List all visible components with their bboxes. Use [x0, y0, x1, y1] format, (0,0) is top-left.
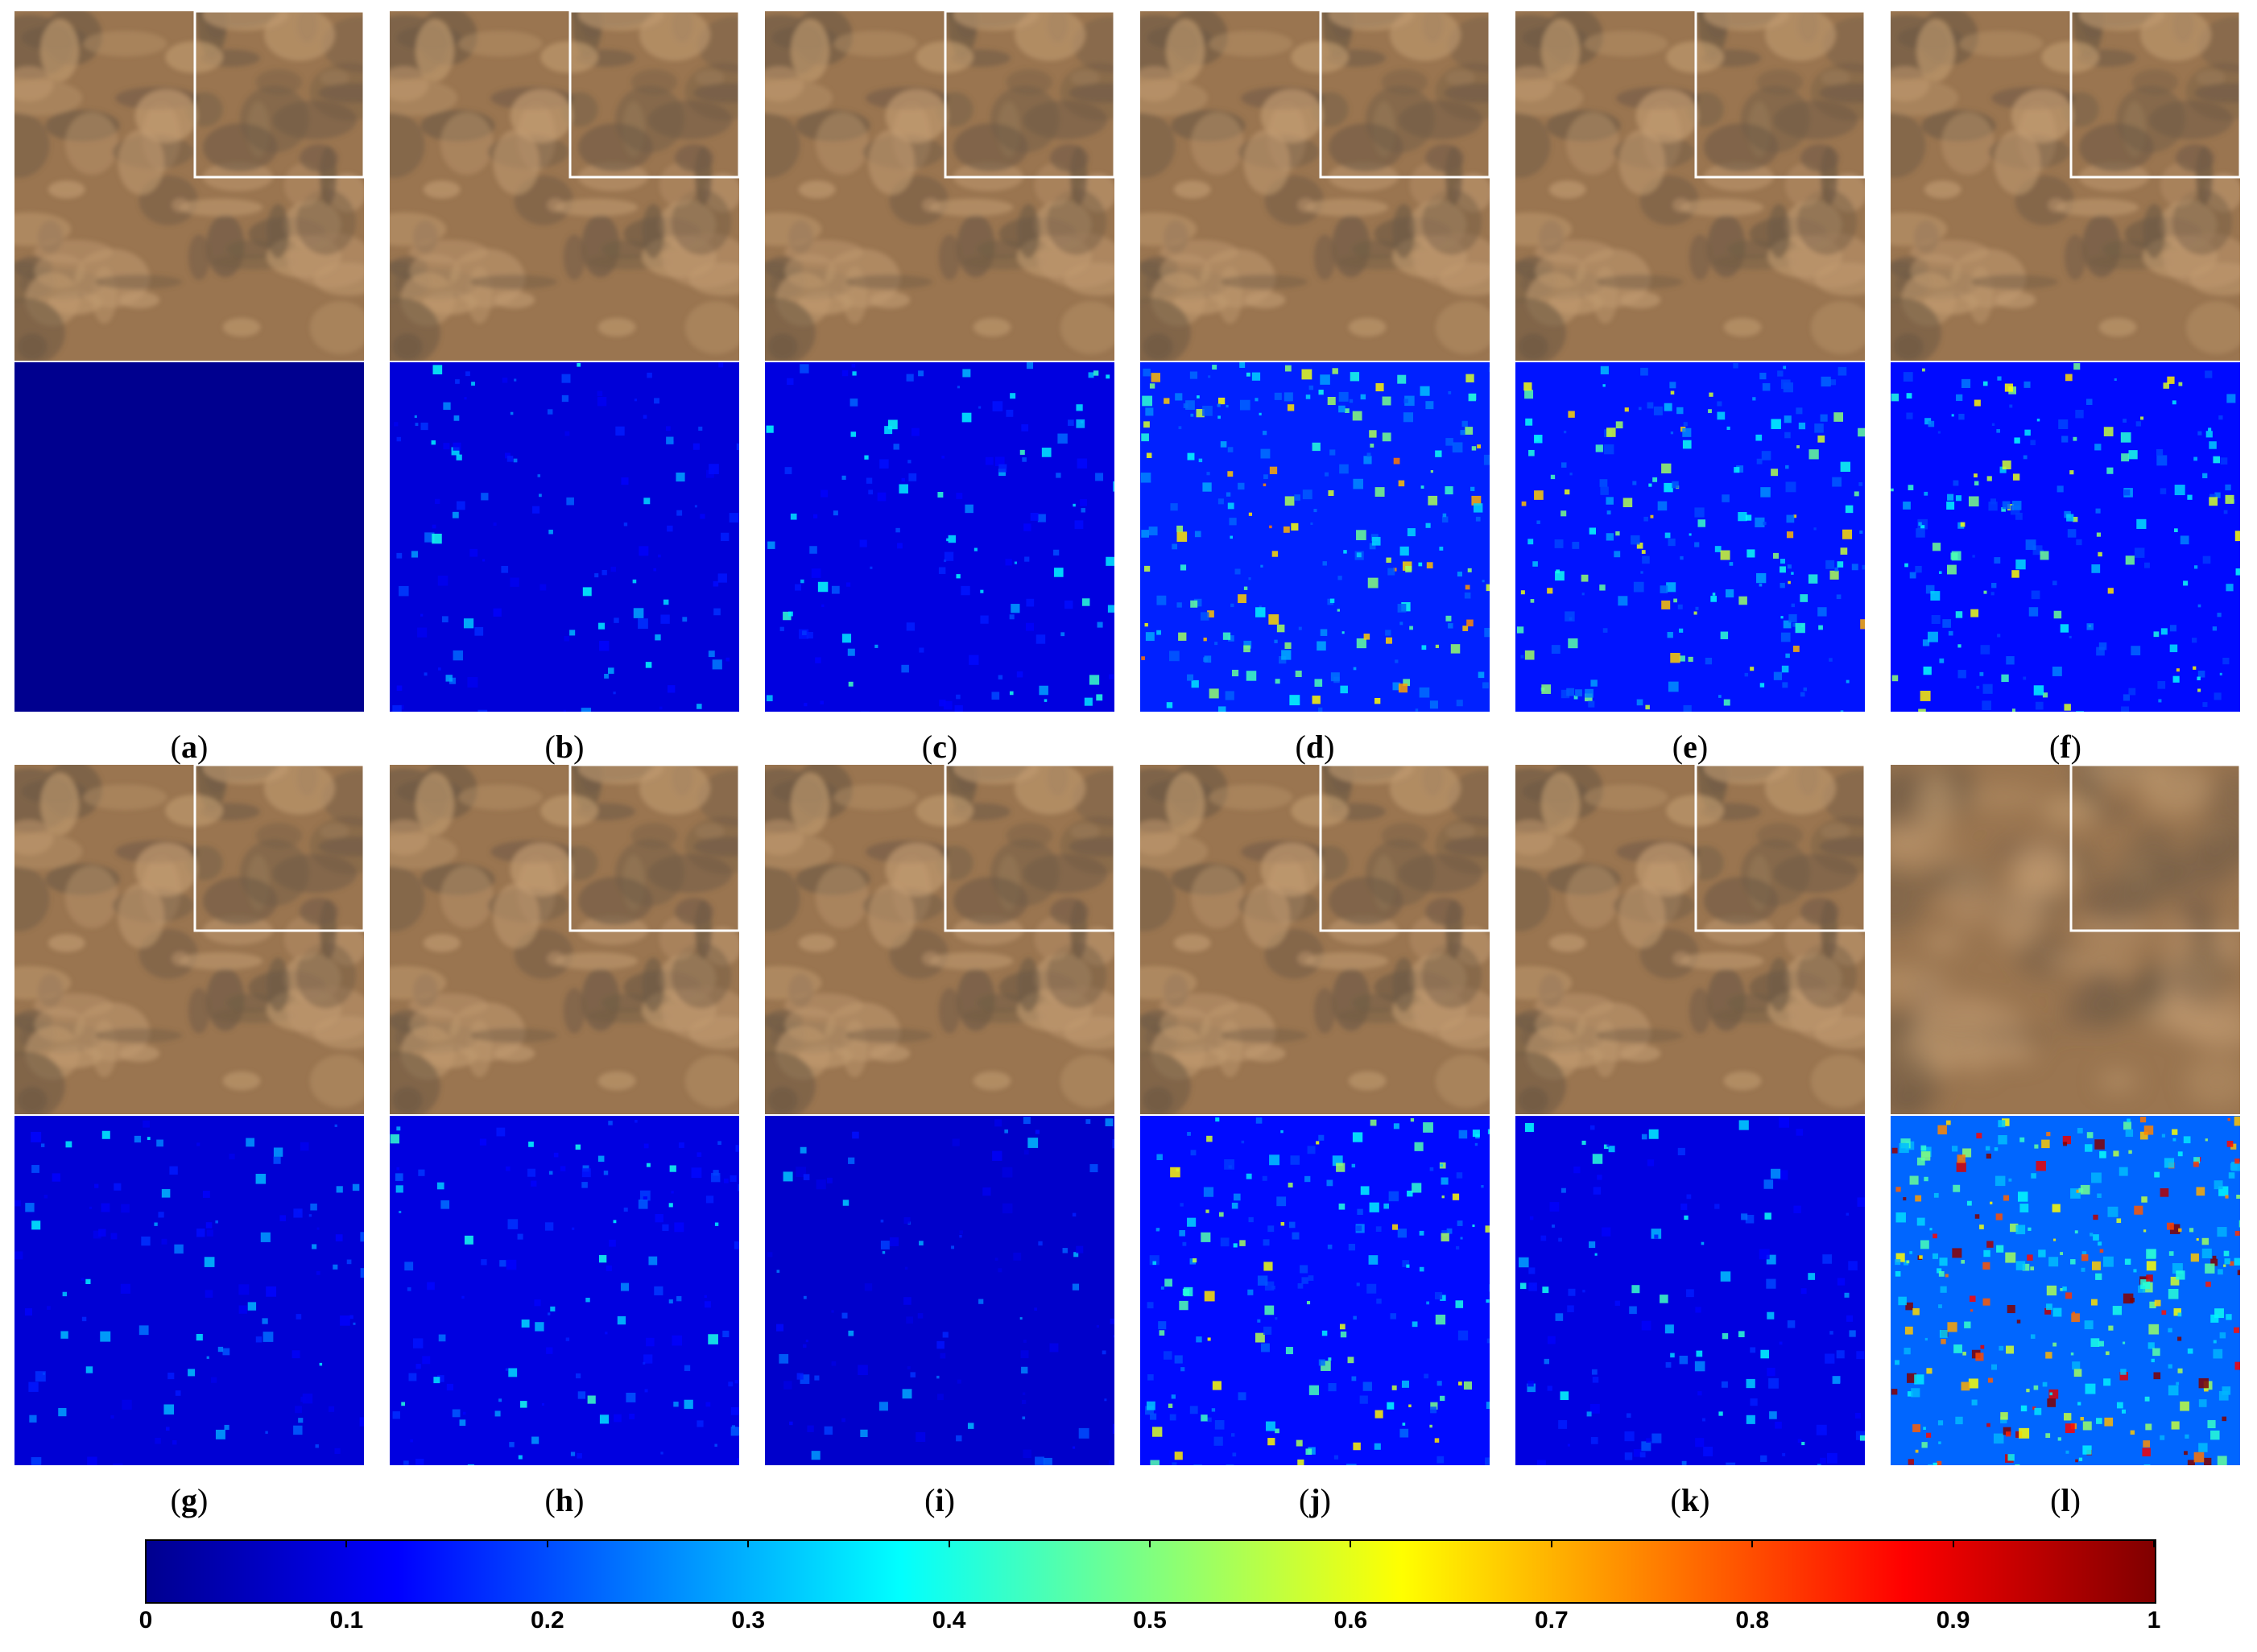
panel-label-b: (b): [544, 729, 585, 765]
zoom-inset-frame: [1319, 11, 1490, 179]
satellite-rgb-result-e: [1515, 11, 1865, 361]
colorbar-tick-label: 0: [138, 1607, 153, 1633]
satellite-rgb-blurred-l: [1891, 765, 2240, 1114]
colorbar-tick-mark: [1149, 1539, 1151, 1547]
satellite-rgb-result-f: [1891, 11, 2240, 361]
colorbar-tick-label: 0.2: [530, 1607, 564, 1633]
colorbar-tick-label: 0.9: [1936, 1607, 1970, 1633]
colorbar-tick-mark: [1350, 1539, 1352, 1547]
satellite-rgb-result-j: [1140, 765, 1490, 1114]
colorbar-tick-label: 0.6: [1333, 1607, 1368, 1633]
colorbar-tick-label: 0.1: [329, 1607, 364, 1633]
error-map-b: [390, 362, 739, 712]
colorbar-tick-label: 0.4: [932, 1607, 966, 1633]
colorbar-tick-label: 0.3: [731, 1607, 766, 1633]
satellite-rgb-result-h: [390, 765, 739, 1114]
colorbar: [145, 1539, 2156, 1604]
zoom-inset-frame: [568, 11, 739, 179]
colorbar-tick-mark: [1550, 1539, 1552, 1547]
colorbar-gradient: [147, 1541, 2155, 1602]
error-map-j: [1140, 1116, 1490, 1465]
zoom-inset-frame: [944, 11, 1114, 179]
zoom-inset-frame: [2069, 765, 2240, 932]
colorbar-tick-label: 0.7: [1534, 1607, 1569, 1633]
colorbar-tick-mark: [2153, 1539, 2155, 1547]
zoom-inset-frame: [193, 765, 364, 932]
panel-label-c: (c): [921, 729, 958, 765]
error-map-k: [1515, 1116, 1865, 1465]
colorbar-tick-label: 0.5: [1133, 1607, 1167, 1633]
colorbar-tick-mark: [1751, 1539, 1754, 1547]
error-map-f: [1891, 362, 2240, 712]
panel-label-d: (d): [1295, 729, 1335, 765]
satellite-rgb-result-b: [390, 11, 739, 361]
satellite-rgb-result-i: [765, 765, 1114, 1114]
colorbar-tick-mark: [345, 1539, 348, 1547]
error-map-i: [765, 1116, 1114, 1465]
panel-label-l: (l): [2050, 1482, 2081, 1518]
panel-label-k: (k): [1670, 1482, 1710, 1518]
zoom-inset-frame: [1319, 765, 1490, 932]
zoom-inset-frame: [568, 765, 739, 932]
satellite-rgb-result-k: [1515, 765, 1865, 1114]
panel-label-e: (e): [1672, 729, 1709, 765]
panel-label-f: (f): [2049, 729, 2081, 765]
error-map-h: [390, 1116, 739, 1465]
error-map-e: [1515, 362, 1865, 712]
zoom-inset-frame: [2069, 11, 2240, 179]
panel-label-h: (h): [544, 1482, 585, 1518]
zoom-inset-frame: [1694, 11, 1865, 179]
zoom-inset-frame: [944, 765, 1114, 932]
colorbar-tick-mark: [1952, 1539, 1954, 1547]
zoom-inset-frame: [193, 11, 364, 179]
colorbar-tick-mark: [747, 1539, 750, 1547]
satellite-rgb-result-g: [14, 765, 364, 1114]
zoom-inset-frame: [1694, 765, 1865, 932]
error-map-c: [765, 362, 1114, 712]
panel-label-i: (i): [924, 1482, 955, 1518]
error-map-l: [1891, 1116, 2240, 1465]
colorbar-tick-mark: [546, 1539, 548, 1547]
panel-label-j: (j): [1299, 1482, 1331, 1518]
error-map-d: [1140, 362, 1490, 712]
satellite-rgb-result-a: [14, 11, 364, 361]
satellite-rgb-result-c: [765, 11, 1114, 361]
satellite-rgb-result-d: [1140, 11, 1490, 361]
panel-label-a: (a): [170, 729, 209, 765]
colorbar-tick-label: 1: [2147, 1607, 2161, 1633]
colorbar-tick-label: 0.8: [1735, 1607, 1770, 1633]
panel-label-g: (g): [170, 1482, 209, 1518]
colorbar-tick-mark: [948, 1539, 950, 1547]
colorbar-tick-mark: [145, 1539, 147, 1547]
error-map-g: [14, 1116, 364, 1465]
error-map-a: [14, 362, 364, 712]
